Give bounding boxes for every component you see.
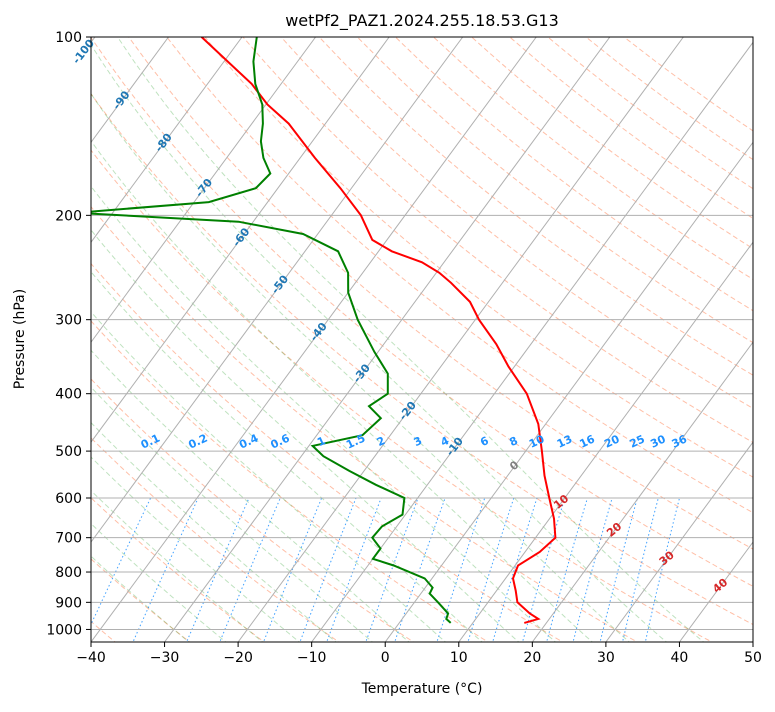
x-tick-label: −40	[76, 650, 106, 666]
y-tick-label: 600	[55, 491, 82, 507]
x-tick-label: 50	[744, 650, 762, 666]
y-axis-label: Pressure (hPa)	[12, 289, 28, 389]
x-tick-label: 40	[671, 650, 689, 666]
y-tick-label: 800	[55, 565, 82, 581]
y-tick-label: 200	[55, 208, 82, 224]
x-axis-label: Temperature (°C)	[361, 681, 483, 697]
y-tick-label: 900	[55, 595, 82, 611]
x-tick-label: 10	[450, 650, 468, 666]
y-tick-label: 500	[55, 444, 82, 460]
x-tick-label: 0	[381, 650, 390, 666]
x-tick-label: 20	[523, 650, 541, 666]
chart-title: wetPf2_PAZ1.2024.255.18.53.G13	[285, 11, 559, 31]
y-tick-label: 400	[55, 387, 82, 403]
y-tick-label: 700	[55, 531, 82, 547]
x-tick-label: −10	[297, 650, 327, 666]
y-tick-label: 300	[55, 313, 82, 329]
y-tick-label: 1000	[46, 622, 82, 638]
y-tick-label: 100	[55, 30, 82, 46]
x-tick-label: −20	[223, 650, 253, 666]
x-tick-label: 30	[597, 650, 615, 666]
x-tick-label: −30	[150, 650, 180, 666]
